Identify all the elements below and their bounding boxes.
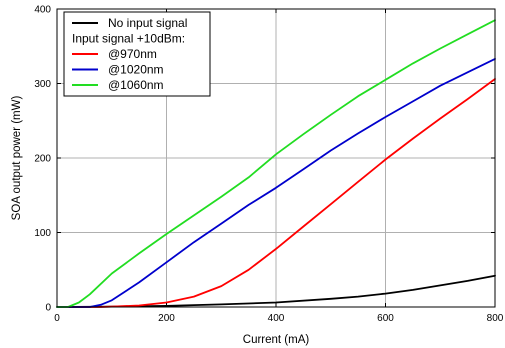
y-tick-label: 100 bbox=[34, 228, 51, 239]
legend-label: @970nm bbox=[108, 47, 157, 61]
x-tick-label: 800 bbox=[487, 313, 504, 324]
x-tick-label: 0 bbox=[54, 313, 60, 324]
series-line-0 bbox=[56, 274, 496, 308]
y-tick-label: 200 bbox=[34, 154, 51, 165]
legend-heading: Input signal +10dBm: bbox=[72, 32, 185, 46]
series-layer bbox=[56, 19, 496, 308]
x-tick-label: 600 bbox=[377, 313, 394, 324]
series-line-1 bbox=[56, 78, 496, 308]
y-tick-label: 400 bbox=[34, 5, 51, 16]
series-line-2 bbox=[56, 58, 496, 308]
legend: No input signal @970nm @1020nm@1060nm Inpu… bbox=[63, 11, 211, 97]
legend-box bbox=[63, 11, 211, 97]
legend-label: @1060nm bbox=[108, 78, 164, 92]
ticks-layer: 0 200 400 600 800 0 100 200 300 400 bbox=[34, 5, 503, 325]
y-axis-title: SOA output power (mW) bbox=[11, 96, 23, 221]
y-tick-label: 0 bbox=[45, 303, 51, 314]
series-line-3 bbox=[56, 19, 496, 308]
x-tick-label: 400 bbox=[268, 313, 285, 324]
legend-label: No input signal bbox=[108, 16, 187, 30]
x-tick-label: 200 bbox=[158, 313, 175, 324]
legend-items: No input signal @970nm @1020nm@1060nm bbox=[72, 16, 187, 92]
x-axis-title: Current (mA) bbox=[243, 334, 310, 346]
y-tick-label: 300 bbox=[34, 79, 51, 90]
legend-label: @1020nm bbox=[108, 63, 164, 77]
